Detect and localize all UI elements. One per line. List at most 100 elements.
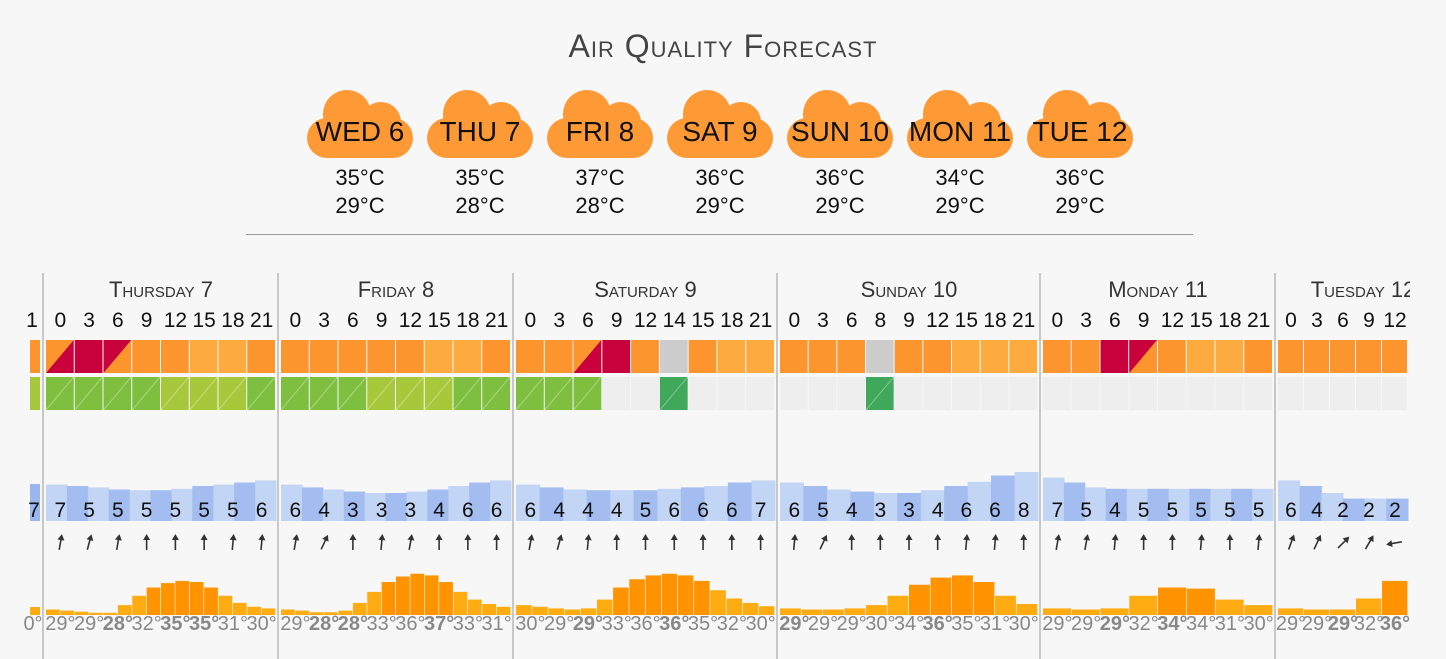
arrow-head <box>821 534 828 542</box>
hour-label: 12 <box>634 309 657 332</box>
pollen-cell <box>1158 377 1186 410</box>
temp-bar <box>596 599 613 615</box>
temp-bar <box>548 608 564 615</box>
temp-low: 29°C <box>335 193 385 218</box>
hour-label: 3 <box>1311 309 1323 332</box>
temp-bar <box>1016 604 1038 615</box>
day-card[interactable]: TUE 12 36°C 29°C <box>1025 88 1135 223</box>
temp-value: 35° <box>189 613 219 635</box>
wind-value: 6 <box>960 499 972 522</box>
wind-bar <box>406 491 428 521</box>
day-card[interactable]: FRI 8 37°C 28°C <box>545 88 655 223</box>
hour-label: 6 <box>846 309 858 332</box>
day-card[interactable]: THU 7 35°C 28°C <box>425 88 535 223</box>
hour-label: 9 <box>141 309 153 332</box>
pollen-cell <box>717 377 746 410</box>
temp-bar <box>1244 605 1273 615</box>
wind-bar <box>490 480 512 521</box>
wind-bar <box>1343 498 1366 521</box>
hour-label: 9 <box>1363 309 1375 332</box>
aq-fill <box>74 340 103 373</box>
temp-bar <box>930 577 952 615</box>
aq-fill <box>1100 340 1129 373</box>
pollen-cell <box>424 377 453 410</box>
wind-bar <box>192 486 214 521</box>
hour-label: 14 <box>663 309 687 332</box>
hourly-forecast-grid[interactable]: 1 7 0° Thursday 7 0 7 29° 3 5 29° 6 5 28° 9 5 32° 12 5 35°… <box>0 265 1410 659</box>
aq-fill <box>894 340 923 373</box>
arrow-head <box>1226 534 1234 540</box>
wind-bar <box>1014 472 1039 521</box>
wind-bar <box>539 487 564 521</box>
wind-value: 7 <box>28 499 40 522</box>
hour-label: 9 <box>903 309 915 332</box>
wind-value: 2 <box>1363 499 1375 522</box>
temp-value: 32° <box>717 613 747 635</box>
temp-bar <box>710 590 726 615</box>
day-card[interactable]: WED 6 35°C 29°C <box>305 88 415 223</box>
aq-cell <box>1186 340 1215 373</box>
cloud-icon <box>667 90 773 158</box>
wind-value: 2 <box>1337 499 1349 522</box>
aq-split <box>103 340 132 373</box>
aq-fill <box>482 340 510 373</box>
hour-label: 12 <box>1383 309 1406 332</box>
wind-arrow-icon <box>1364 535 1374 550</box>
aq-fill <box>837 340 865 373</box>
aq-fill <box>424 340 453 373</box>
temp-value: 29° <box>1276 613 1306 635</box>
wind-bar <box>803 486 828 521</box>
temp-bar <box>532 606 548 615</box>
pollen-cell <box>837 377 865 410</box>
wind-bar <box>30 484 40 521</box>
aq-fill <box>923 340 951 373</box>
temp-bar <box>261 608 276 615</box>
pollen-cell <box>103 377 132 410</box>
temp-high: 37°C <box>575 165 625 190</box>
wind-value: 4 <box>553 499 565 522</box>
temp-high: 35°C <box>335 165 385 190</box>
wind-value: 4 <box>318 499 330 522</box>
wind-value: 7 <box>755 499 767 522</box>
hour-label: 3 <box>817 309 829 332</box>
temp-bar <box>629 579 645 615</box>
pollen-diag <box>865 376 895 411</box>
temp-value: 0° <box>23 613 42 635</box>
arrow-head <box>200 534 208 540</box>
wind-value: 6 <box>989 499 1001 522</box>
wind-bar <box>1231 488 1253 521</box>
wind-bar <box>234 482 256 521</box>
hour-label: 18 <box>983 309 1006 332</box>
temp-value: 32° <box>1129 613 1159 635</box>
aq-cell <box>396 340 424 373</box>
wind-bar <box>1105 488 1128 521</box>
aq-fill <box>338 340 367 373</box>
wind-bar <box>751 480 776 521</box>
wind-bar <box>108 489 131 521</box>
temp-bar <box>161 583 175 615</box>
hour-label: 21 <box>1247 309 1270 332</box>
temp-value: 35° <box>160 613 190 635</box>
hour-label: 21 <box>250 309 273 332</box>
temp-value: 30° <box>247 613 277 635</box>
day-card[interactable]: SUN 10 36°C 29°C <box>785 88 895 223</box>
aq-fill <box>453 340 482 373</box>
temp-bar <box>909 584 930 615</box>
temp-value: 34° <box>1186 613 1216 635</box>
aq-cell <box>573 340 602 373</box>
aq-fill <box>1215 340 1244 373</box>
temp-value: 33° <box>602 613 632 635</box>
aq-fill <box>1043 340 1071 373</box>
wind-value: 5 <box>1080 499 1092 522</box>
wind-arrow-icon <box>757 534 765 550</box>
wind-bar <box>1168 488 1190 521</box>
wind-arrow-icon <box>378 534 386 551</box>
pollen-cell <box>1304 377 1329 410</box>
day-card[interactable]: MON 11 34°C 29°C <box>905 88 1015 223</box>
hour-label: 15 <box>691 309 714 332</box>
temp-value: 33° <box>453 613 483 635</box>
aq-cell <box>424 340 453 373</box>
wind-arrow-icon <box>258 534 266 551</box>
hour-label: 6 <box>112 309 124 332</box>
day-card[interactable]: SAT 9 36°C 29°C <box>665 88 775 223</box>
